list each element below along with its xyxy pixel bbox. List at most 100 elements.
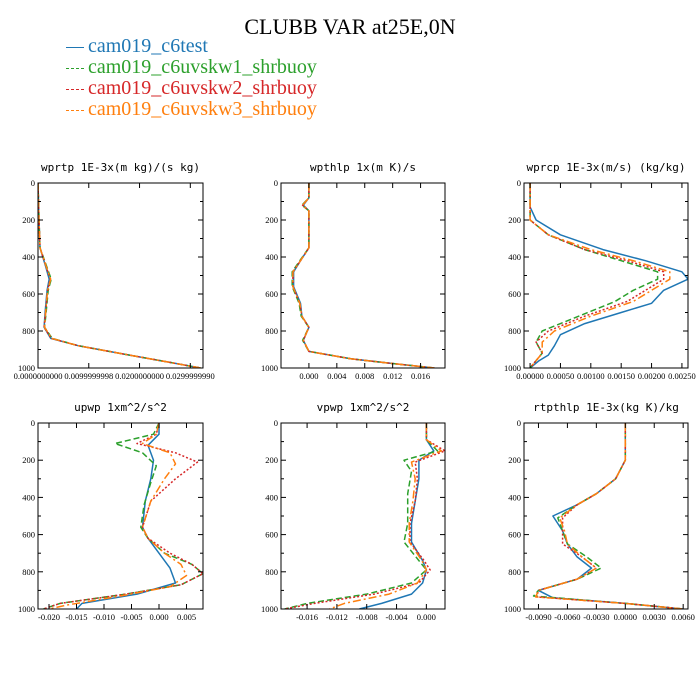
chart-panel: wprcp 1E-3x(m/s) (kg/kg) 0 200 400 600 800 100… <box>504 161 696 381</box>
y-tick-label: 1000 <box>261 604 278 614</box>
y-tick-label: 200 <box>22 455 35 465</box>
legend-swatch <box>66 67 84 69</box>
x-tick-label: 0.00000 <box>516 371 544 381</box>
series-line <box>43 423 203 609</box>
y-tick-label: 800 <box>265 567 278 577</box>
x-tick-label: 0.0030 <box>643 612 666 622</box>
x-tick-label: -0.0030 <box>583 612 609 622</box>
series-line <box>535 423 684 609</box>
x-tick-label: 0.0200000000 <box>115 371 164 381</box>
y-tick-label: 0 <box>31 178 35 188</box>
series-line <box>38 183 201 368</box>
legend: cam019_c6test cam019_c6uvskw1_shrbuoy ca… <box>66 36 317 120</box>
series-line <box>48 423 188 609</box>
plot-frame <box>37 182 204 369</box>
panel-title: wprtp 1E-3x(m kg)/(s kg) <box>41 161 200 174</box>
x-tick-label: 0.005 <box>177 612 196 622</box>
x-tick-label: 0.012 <box>383 371 402 381</box>
x-tick-label: 0.00100 <box>577 371 605 381</box>
panel-title: rtpthlp 1E-3x(kg K)/kg <box>533 401 679 414</box>
legend-label: cam019_c6uvskw2_shrbuoy <box>88 77 317 99</box>
series-line <box>529 183 659 368</box>
series-line <box>38 183 201 368</box>
y-tick-label: 800 <box>508 567 521 577</box>
y-tick-label: 0 <box>31 418 35 428</box>
series-line <box>292 183 435 368</box>
y-tick-label: 400 <box>22 492 35 502</box>
y-tick-label: 800 <box>508 326 521 336</box>
y-tick-label: 1000 <box>504 604 521 614</box>
x-tick-label: 0.004 <box>327 371 347 381</box>
y-tick-label: 800 <box>22 326 35 336</box>
series-group <box>291 183 435 368</box>
x-tick-label: 0.00200 <box>638 371 666 381</box>
y-tick-label: 800 <box>265 326 278 336</box>
series-line <box>329 423 443 609</box>
legend-label: cam019_c6uvskw1_shrbuoy <box>88 56 317 78</box>
series-line <box>75 423 177 609</box>
y-tick-label: 200 <box>508 455 521 465</box>
legend-item: cam019_c6uvskw2_shrbuoy <box>66 78 317 99</box>
legend-swatch <box>66 88 84 90</box>
y-tick-label: 0 <box>517 178 521 188</box>
x-tick-label: -0.008 <box>356 612 378 622</box>
legend-swatch <box>66 46 84 48</box>
series-line <box>534 423 684 609</box>
x-tick-label: -0.005 <box>121 612 143 622</box>
y-tick-label: 400 <box>265 492 278 502</box>
y-tick-label: 0 <box>274 178 278 188</box>
y-tick-label: 600 <box>265 289 278 299</box>
series-line <box>38 183 201 368</box>
x-tick-label: 0.0000000000 <box>14 371 63 381</box>
plot-frame <box>280 182 446 369</box>
x-tick-label: 0.008 <box>355 371 374 381</box>
x-tick-label: 0.000 <box>149 612 168 622</box>
x-tick-label: 0.0000 <box>614 612 637 622</box>
legend-item: cam019_c6uvskw3_shrbuoy <box>66 99 317 120</box>
plot-frame <box>37 422 204 610</box>
y-tick-label: 400 <box>22 252 35 262</box>
chart-panel: rtpthlp 1E-3x(kg K)/kg02004006008001000-… <box>504 401 695 622</box>
y-tick-label: 600 <box>22 289 35 299</box>
series-group <box>284 423 445 609</box>
x-tick-label: -0.0060 <box>554 612 580 622</box>
x-tick-label: 0.016 <box>411 371 430 381</box>
chart-panel: wpthlp 1x(m K)/s 0 200 400 600 800 1000 0.000 0.… <box>261 161 446 381</box>
series-group <box>532 423 684 609</box>
y-tick-label: 200 <box>508 215 521 225</box>
y-tick-label: 600 <box>508 530 521 540</box>
x-tick-label: -0.010 <box>93 612 115 622</box>
series-line <box>529 183 665 368</box>
figure-title: CLUBB VAR at25E,0N <box>244 14 456 39</box>
series-line <box>532 423 684 609</box>
legend-label: cam019_c6test <box>88 35 208 57</box>
x-tick-label: -0.004 <box>386 612 409 622</box>
legend-item: cam019_c6uvskw1_shrbuoy <box>66 57 317 78</box>
y-tick-label: 1000 <box>504 363 521 373</box>
series-line <box>529 183 688 368</box>
x-tick-label: -0.015 <box>66 612 88 622</box>
series-line <box>292 183 435 368</box>
x-tick-label: 0.00150 <box>607 371 635 381</box>
y-tick-label: 400 <box>265 252 278 262</box>
x-tick-label: -0.0090 <box>525 612 551 622</box>
chart-panel: wprtp 1E-3x(m kg)/(s kg) 0 200 400 600 800 100… <box>14 161 215 381</box>
panel-title: wpthlp 1x(m K)/s <box>310 161 416 174</box>
panel-title: upwp 1xm^2/s^2 <box>74 401 167 414</box>
series-line <box>284 423 439 609</box>
legend-swatch <box>66 109 84 111</box>
x-tick-label: -0.020 <box>38 612 60 622</box>
legend-label: cam019_c6uvskw3_shrbuoy <box>88 98 317 120</box>
y-tick-label: 1000 <box>261 363 278 373</box>
legend-item: cam019_c6test <box>66 36 317 57</box>
y-tick-label: 0 <box>274 418 278 428</box>
chart-panel: vpwp 1xm^2/s^2 0 200 400 600 800 1000 -0.016 -0.… <box>261 401 446 622</box>
chart-panel: upwp 1xm^2/s^2 0 200 400 600 800 1000-0.020 -0.… <box>18 401 204 622</box>
y-tick-label: 0 <box>517 418 521 428</box>
series-line <box>291 183 435 368</box>
series-line <box>359 423 435 609</box>
series-line <box>529 183 671 368</box>
y-tick-label: 400 <box>508 492 521 502</box>
y-tick-label: 800 <box>22 567 35 577</box>
